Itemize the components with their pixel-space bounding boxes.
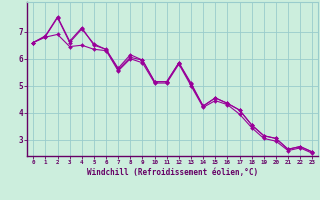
X-axis label: Windchill (Refroidissement éolien,°C): Windchill (Refroidissement éolien,°C) — [87, 168, 258, 177]
